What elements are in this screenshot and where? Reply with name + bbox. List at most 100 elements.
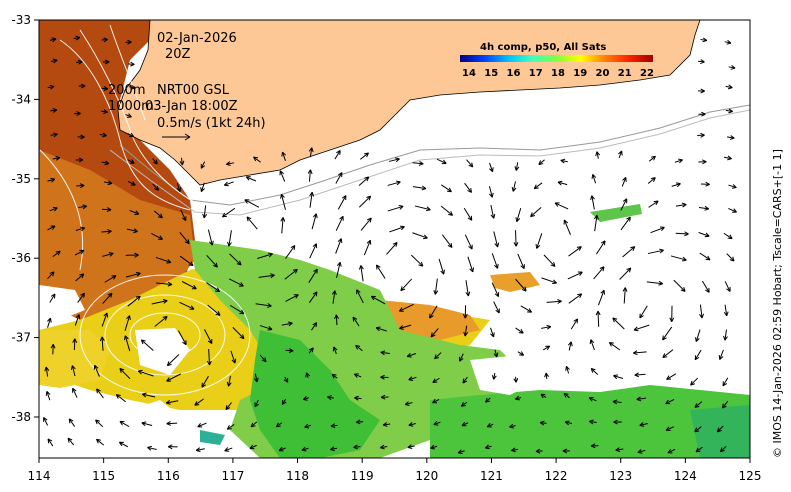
velocity-arrow [699, 252, 711, 261]
current-line-1 [59, 39, 191, 211]
velocity-arrow [429, 305, 438, 319]
velocity-arrow [412, 232, 428, 239]
velocity-arrow [565, 421, 573, 425]
velocity-arrow [127, 133, 134, 138]
velocity-arrow [520, 305, 532, 313]
velocity-arrowhead [158, 235, 163, 240]
colorbar-tick-label: 16 [507, 68, 521, 79]
velocity-arrowhead [52, 58, 58, 64]
velocity-arrow [47, 271, 55, 280]
velocity-arrow [488, 186, 493, 198]
velocity-arrowhead [595, 310, 601, 316]
sst-orange-patch-2 [490, 272, 540, 292]
velocity-arrow [124, 335, 131, 352]
velocity-arrowhead [702, 159, 707, 165]
velocity-arrow [615, 448, 624, 451]
velocity-arrowhead [380, 444, 385, 450]
isobath-200m [119, 104, 750, 206]
velocity-arrow [464, 182, 472, 193]
velocity-arrow [194, 398, 205, 406]
velocity-arrowhead [267, 325, 273, 331]
velocity-arrow [358, 176, 370, 186]
velocity-arrow [662, 349, 674, 358]
velocity-arrow [102, 292, 113, 304]
velocity-arrowhead [93, 364, 99, 370]
velocity-arrow [592, 174, 597, 184]
velocity-arrowhead [612, 399, 618, 405]
velocity-arrow [517, 253, 525, 269]
velocity-arrow [650, 226, 665, 234]
velocity-arrowhead [224, 447, 230, 452]
velocity-arrow [728, 184, 737, 189]
velocity-arrow [570, 318, 578, 330]
x-tick-label: 125 [739, 469, 762, 483]
velocity-arrowhead [557, 180, 563, 186]
velocity-arrow [119, 368, 131, 380]
velocity-arrow [516, 207, 522, 222]
colorbar-tick-label: 20 [596, 68, 610, 79]
velocity-arrow [414, 205, 431, 211]
velocity-arrow [694, 401, 703, 408]
velocity-arrowhead [330, 423, 336, 429]
velocity-arrow [358, 195, 371, 208]
velocity-arrow [257, 253, 273, 260]
velocity-arrow [278, 447, 286, 452]
velocity-arrow [546, 300, 562, 303]
velocity-arrow [438, 258, 445, 275]
velocity-arrowhead [96, 388, 101, 394]
velocity-arrowhead [395, 157, 400, 163]
velocity-arrowhead [195, 447, 201, 453]
velocity-arrow [225, 402, 232, 410]
velocity-arrowhead [650, 155, 656, 161]
velocity-arrowhead [301, 446, 307, 452]
velocity-arrow [246, 216, 258, 230]
velocity-arrow [196, 448, 205, 451]
map-time: 20Z [165, 47, 191, 62]
velocity-arrow [72, 388, 78, 398]
velocity-arrowhead [608, 341, 614, 347]
velocity-arrowhead [313, 268, 318, 274]
map-date: 02-Jan-2026 [157, 31, 237, 46]
velocity-arrow [141, 339, 154, 351]
velocity-arrowhead [370, 295, 376, 301]
velocity-arrow [126, 228, 138, 232]
velocity-arrowhead [446, 187, 452, 193]
velocity-arrow [180, 209, 187, 221]
colorbar-tick-label: 21 [618, 68, 632, 79]
velocity-arrow [489, 162, 494, 172]
velocity-arrow [389, 226, 405, 233]
velocity-arrowhead [626, 267, 632, 273]
velocity-arrow [250, 421, 258, 428]
velocity-arrowhead [448, 211, 454, 216]
velocity-arrowhead [560, 158, 566, 164]
velocity-arrowhead [130, 181, 136, 186]
side-caption: © IMOS 14-Jan-2026 02:59 Hobart; Tscale=… [771, 149, 784, 458]
velocity-arrow [568, 293, 582, 304]
velocity-arrow [68, 418, 76, 427]
velocity-arrowhead [382, 422, 388, 427]
velocity-arrowhead [535, 448, 541, 454]
velocity-arrowhead [304, 423, 310, 429]
velocity-arrow [197, 422, 207, 428]
velocity-arrowhead [223, 181, 229, 187]
velocity-arrow [178, 330, 187, 345]
velocity-arrow [309, 243, 317, 259]
velocity-arrowhead [666, 375, 672, 380]
velocity-arrowhead [612, 317, 618, 323]
velocity-arrow [254, 399, 259, 408]
velocity-arrow [153, 210, 163, 219]
velocity-arrowhead [305, 372, 310, 378]
velocity-arrowhead [690, 380, 695, 386]
velocity-arrowhead [702, 37, 708, 43]
velocity-arrow [430, 328, 439, 338]
velocity-arrow [400, 278, 413, 292]
velocity-arrowhead [700, 88, 705, 94]
velocity-arrow [620, 216, 631, 231]
velocity-arrow [512, 181, 516, 192]
velocity-arrow [176, 182, 181, 192]
velocity-arrowhead [590, 367, 596, 373]
velocity-arrowhead [336, 150, 341, 155]
velocity-arrowhead [653, 200, 659, 206]
velocity-arrow [701, 280, 710, 293]
velocity-arrow [206, 254, 218, 268]
